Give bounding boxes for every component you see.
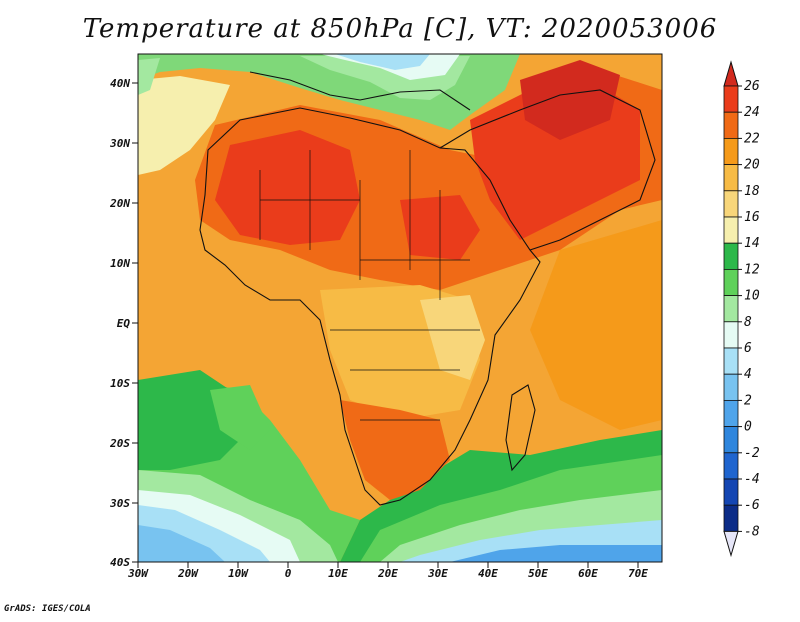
country-borders xyxy=(259,150,480,421)
colorbar-label: 26 xyxy=(744,79,760,94)
colorbar-swatch xyxy=(723,347,739,375)
chart-title: Temperature at 850hPa [C], VT: 202005300… xyxy=(82,14,718,44)
colorbar-swatch xyxy=(723,478,739,506)
colorbar-label: 22 xyxy=(744,131,760,146)
colorbar-swatch xyxy=(723,268,739,296)
temperature-field xyxy=(138,54,662,562)
colorbar-swatch xyxy=(723,190,739,218)
lon-tick: 0 xyxy=(285,567,292,580)
lat-axis: 40N 30N 20N 10N EQ 10S 20S 30S 40S xyxy=(109,77,138,569)
colorbar-label: 18 xyxy=(744,184,760,199)
colorbar-swatch xyxy=(723,295,739,323)
lat-tick: 10N xyxy=(110,257,130,270)
colorbar-swatch xyxy=(723,85,739,113)
colorbar-label: 10 xyxy=(744,289,760,304)
colorbar-label: 24 xyxy=(744,105,760,120)
colorbar-swatch xyxy=(723,426,739,454)
colorbar-label: 0 xyxy=(744,420,752,435)
lon-tick: 30W xyxy=(127,567,149,580)
lat-tick: 40N xyxy=(110,77,130,90)
lon-tick: 10E xyxy=(328,567,348,580)
lon-tick: 30E xyxy=(427,567,448,580)
lon-tick: 40E xyxy=(478,567,498,580)
colorbar-swatch xyxy=(723,216,739,244)
lon-tick: 20E xyxy=(377,567,398,580)
lat-tick: 20N xyxy=(109,197,130,210)
lat-tick: 30S xyxy=(109,497,130,510)
lat-tick: 10S xyxy=(110,377,130,390)
colorbar-label: 12 xyxy=(744,262,760,277)
colorbar-swatch xyxy=(723,137,739,165)
colorbar-label: 14 xyxy=(744,236,760,251)
colorbar-swatch xyxy=(723,321,739,349)
lon-tick: 10W xyxy=(228,567,249,580)
colorbar-label: -8 xyxy=(744,524,760,539)
map-frame xyxy=(137,53,663,563)
colorbar-top-arrow xyxy=(723,60,739,87)
lat-tick: 20S xyxy=(109,437,130,450)
colorbar-swatch xyxy=(723,242,739,270)
colorbar-bottom-arrow xyxy=(723,530,739,558)
lon-tick: 60E xyxy=(578,567,598,580)
colorbar-label: 6 xyxy=(744,341,752,356)
lon-tick: 20W xyxy=(177,567,199,580)
colorbar-swatch xyxy=(723,111,739,139)
colorbar-label: -6 xyxy=(744,498,760,513)
lon-tick: 70E xyxy=(628,567,648,580)
lat-tick: 30N xyxy=(109,137,130,150)
colorbar-swatch xyxy=(723,452,739,480)
colorbar-label: 16 xyxy=(744,210,760,225)
colorbar-swatch xyxy=(723,164,739,192)
lon-tick: 50E xyxy=(528,567,548,580)
colorbar-label: 20 xyxy=(744,158,760,173)
colorbar-swatch xyxy=(723,373,739,401)
colorbar-label: -2 xyxy=(744,446,760,461)
lat-tick: 40S xyxy=(110,556,130,569)
lat-tick: EQ xyxy=(117,317,131,330)
colorbar-label: 2 xyxy=(744,393,752,408)
lon-axis: 30W 20W 10W 0 10E 20E 30E 40E 50E 60E 70… xyxy=(127,562,648,580)
colorbar-label: -4 xyxy=(744,472,760,487)
colorbar-label: 8 xyxy=(744,315,752,330)
coastline xyxy=(199,71,656,506)
colorbar-swatch xyxy=(723,504,739,532)
credit-text: GrADS: IGES/COLA xyxy=(4,604,91,614)
colorbar-label: 4 xyxy=(744,367,752,382)
colorbar-swatch xyxy=(723,399,739,427)
